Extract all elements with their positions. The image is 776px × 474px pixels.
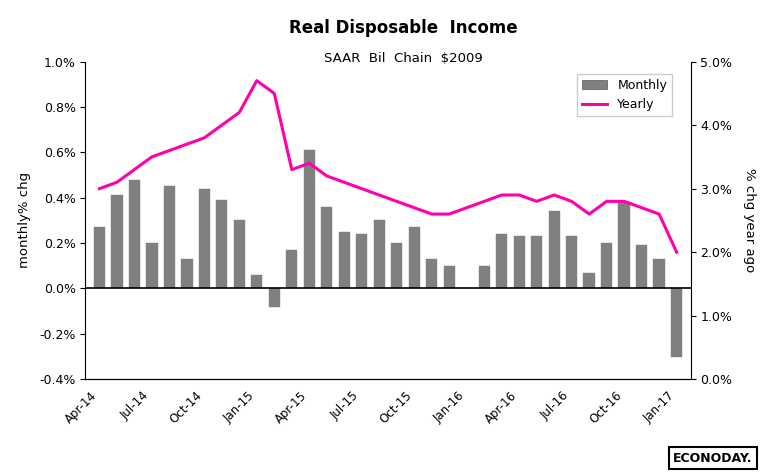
Text: Real Disposable  Income: Real Disposable Income <box>289 19 518 37</box>
Bar <box>234 220 245 289</box>
Bar <box>199 189 210 289</box>
Bar <box>373 220 385 289</box>
Text: SAAR  Bil  Chain  $2009: SAAR Bil Chain $2009 <box>324 52 483 65</box>
Bar <box>321 207 332 289</box>
Bar <box>566 236 577 289</box>
Bar <box>303 150 315 289</box>
Bar <box>356 234 368 289</box>
Bar <box>514 236 525 289</box>
Bar <box>636 246 647 289</box>
Bar <box>671 289 682 356</box>
Bar <box>251 275 262 289</box>
Text: ECONODAY.: ECONODAY. <box>674 452 753 465</box>
Bar <box>338 232 350 289</box>
Bar <box>217 200 227 289</box>
Bar <box>584 273 595 289</box>
Y-axis label: % chg year ago: % chg year ago <box>743 168 757 273</box>
Bar <box>444 266 455 289</box>
Bar <box>496 234 508 289</box>
Legend: Monthly, Yearly: Monthly, Yearly <box>577 74 672 117</box>
Bar <box>268 289 280 307</box>
Bar <box>408 227 420 289</box>
Bar <box>531 236 542 289</box>
Bar <box>129 180 140 289</box>
Bar <box>391 243 403 289</box>
Bar <box>601 243 612 289</box>
Bar <box>618 202 630 289</box>
Bar <box>479 266 490 289</box>
Y-axis label: monthly% chg: monthly% chg <box>18 173 31 268</box>
Bar <box>549 211 559 289</box>
Bar <box>94 227 105 289</box>
Bar <box>286 250 297 289</box>
Bar <box>146 243 158 289</box>
Bar <box>181 259 192 289</box>
Bar <box>111 195 123 289</box>
Bar <box>653 259 665 289</box>
Bar <box>164 186 175 289</box>
Bar <box>426 259 438 289</box>
